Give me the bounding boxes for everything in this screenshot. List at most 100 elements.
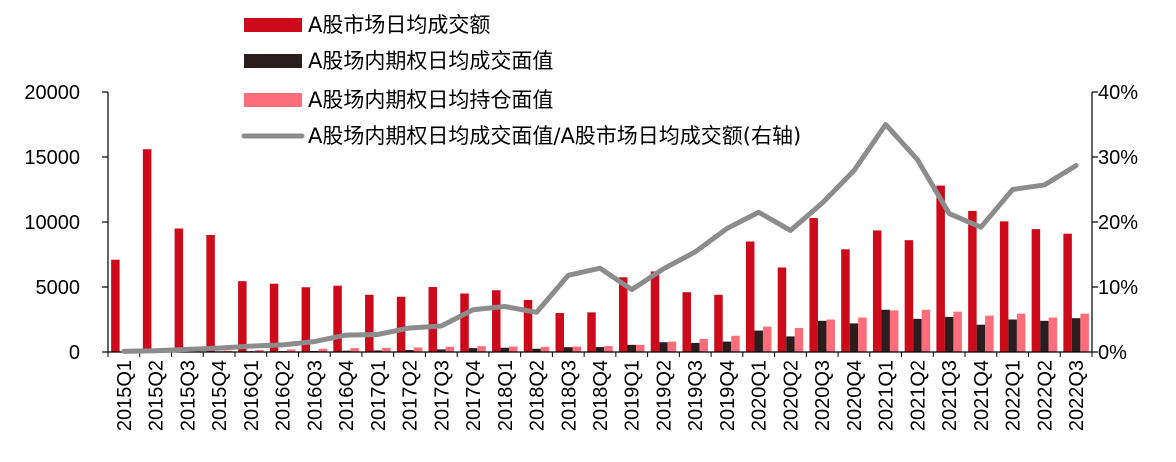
legend-label-4: A股场内期权日均成交面值/A股市场日均成交额(右轴) [308,124,801,148]
bar-3-2019Q1 [635,344,645,352]
legend-label-3: A股场内期权日均持仓面值 [308,88,553,112]
bar-3-2017Q3 [445,346,455,352]
x-tick-label: 2021Q3 [939,360,961,431]
bar-1-2020Q4 [841,249,850,352]
legend-swatch-1 [244,18,302,32]
bar-2-2022Q3 [1071,318,1081,352]
bar-3-2020Q3 [826,319,835,352]
line-layer [121,122,1079,354]
bar-3-2016Q4 [350,348,359,352]
bar-3-2020Q1 [762,326,772,352]
bar-3-2020Q2 [794,327,804,352]
bar-3-2017Q4 [477,346,486,352]
right-tick-label: 20% [1098,212,1138,234]
left-tick-label: 5000 [36,277,81,299]
legend-swatch-3 [244,93,302,107]
x-tick-label: 2021Q1 [876,360,898,431]
bar-3-2020Q4 [858,317,867,352]
x-tick-label: 2018Q3 [558,360,580,431]
bar-3-2019Q2 [667,341,677,352]
bar-2-2017Q1 [373,350,383,352]
bar-3-2022Q2 [1048,317,1058,352]
bar-3-2017Q1 [382,347,391,352]
bar-2-2017Q4 [468,348,478,352]
right-tick-label: 10% [1098,277,1138,299]
bar-1-2015Q3 [174,228,184,352]
left-tick-label: 20000 [24,82,80,104]
bar-1-2016Q3 [301,287,311,352]
bar-1-2017Q4 [460,293,469,352]
x-tick-labels: 2015Q1 2015Q2 2015Q3 2015Q4 2016Q1 2016Q2 2016… [114,360,1088,431]
bar-1-2017Q3 [428,287,438,352]
legend-swatch-2 [244,54,302,68]
bar-1-2020Q1 [745,241,755,352]
bar-1-2022Q2 [1031,229,1041,352]
x-tick-label: 2019Q4 [717,360,739,431]
bar-2-2019Q2 [659,342,668,352]
bar-3-2021Q2 [921,309,931,352]
bar-3-2021Q3 [953,311,962,352]
x-tick-label: 2015Q2 [146,360,168,431]
bar-2-2017Q2 [405,350,414,352]
bar-2-2021Q2 [913,318,922,352]
bar-2-2018Q2 [532,348,541,352]
bar-2-2018Q4 [595,347,605,352]
x-tick-label: 2017Q1 [368,360,390,431]
bar-2-2020Q1 [754,330,763,352]
bar-1-2019Q1 [618,277,628,352]
left-tick-label: 0 [69,342,80,364]
bar-1-2021Q4 [968,210,977,352]
left-tick-label: 10000 [24,212,80,234]
bar-2-2019Q3 [690,342,700,352]
bar-1-2018Q3 [555,313,565,352]
legend-label-1: A股市场日均成交额 [308,13,490,37]
bar-3-2021Q4 [985,315,994,352]
bar-3-2018Q2 [540,346,550,352]
bar-3-2018Q4 [604,346,613,352]
x-tick-label: 2020Q4 [844,360,866,431]
x-tick-label: 2016Q2 [273,360,295,431]
bar-2-2017Q3 [437,349,446,352]
x-tick-label: 2019Q1 [622,360,644,431]
bar-3-2022Q1 [1016,313,1026,352]
bar-1-2016Q2 [269,283,279,352]
bar-1-2015Q4 [206,235,215,352]
bar-2-2016Q4 [341,350,351,352]
x-tick-label: 2017Q3 [431,360,453,431]
bar-1-2019Q4 [714,294,723,352]
x-tick-label: 2017Q4 [463,360,485,431]
x-tick-label: 2020Q2 [780,360,802,431]
bar-2-2019Q4 [722,341,732,352]
bar-3-2016Q2 [286,349,296,352]
x-tick-label: 2022Q3 [1066,360,1088,431]
bar-1-2015Q2 [142,149,152,352]
x-tick-label: 2018Q4 [590,360,612,431]
bar-1-2022Q1 [999,221,1009,352]
x-tick-label: 2015Q4 [209,360,231,431]
bar-2-2020Q2 [786,336,795,352]
x-tick-label: 2019Q2 [653,360,675,431]
x-tick-label: 2015Q1 [114,360,136,431]
bar-2-2018Q1 [500,347,510,352]
x-tick-label: 2020Q3 [812,360,834,431]
bar-2-2021Q3 [944,316,954,352]
x-tick-label: 2021Q2 [907,360,929,431]
bar-1-2020Q3 [809,218,818,352]
x-tick-label: 2016Q3 [304,360,326,431]
bar-1-2020Q2 [777,267,787,352]
bar-3-2019Q3 [699,339,708,352]
bar-3-2022Q3 [1080,313,1089,352]
x-tick-label: 2016Q1 [241,360,263,431]
right-tick-label: 40% [1098,82,1138,104]
legend: A股市场日均成交额 A股场内期权日均成交面值 A股场内期权日均持仓面值 A股场内期权日… [241,13,801,148]
bar-3-2019Q4 [731,335,740,352]
legend-label-2: A股场内期权日均成交面值 [308,49,553,73]
x-tick-label: 2022Q2 [1034,360,1056,431]
bar-2-2020Q3 [817,320,827,352]
bar-2-2021Q1 [881,309,890,352]
bar-1-2021Q2 [904,240,914,352]
right-tick-label: 30% [1098,147,1138,169]
x-tick-label: 2022Q1 [1003,360,1025,431]
bar-1-2019Q3 [682,292,691,352]
